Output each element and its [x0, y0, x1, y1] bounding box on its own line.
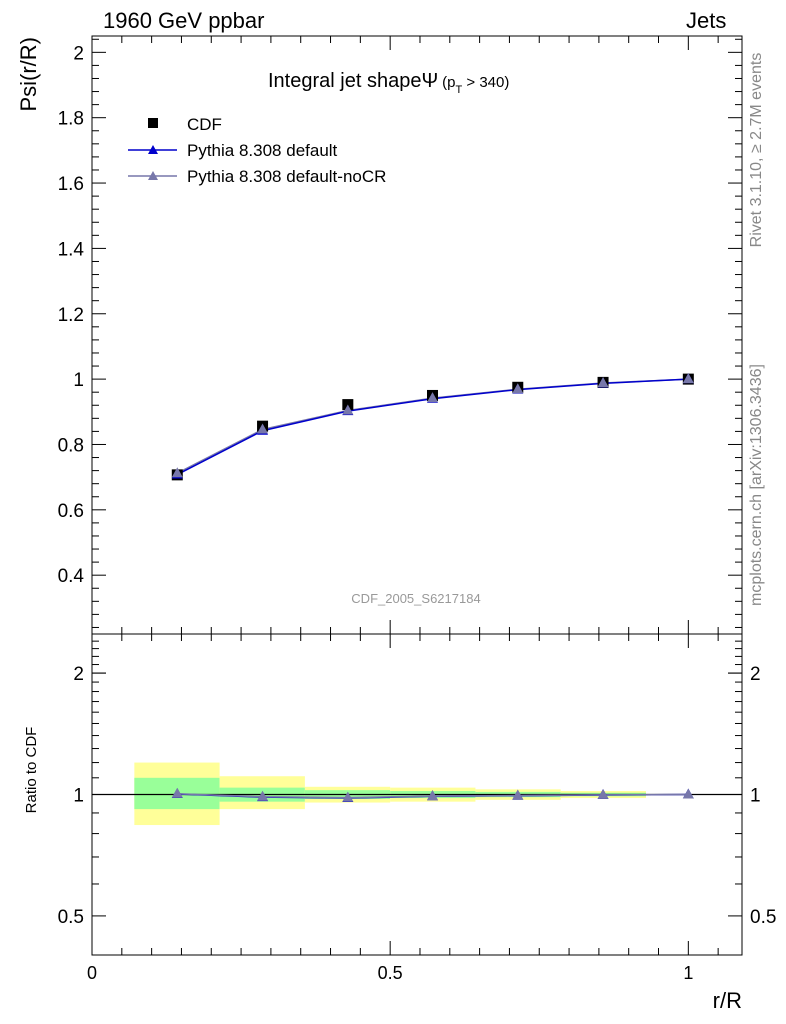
ratio-ytick-label-right: 2: [750, 664, 761, 685]
ratio-point-nocr: [257, 790, 269, 801]
xlabel: r/R: [713, 988, 742, 1013]
ratio-ytick-label: 0.5: [58, 907, 84, 928]
ratio-xtick-label: 0: [87, 963, 97, 983]
ratio-point-nocr: [171, 787, 183, 798]
data-point-nocr: [171, 467, 183, 478]
ratio-ytick-label-right: 1: [750, 786, 761, 807]
data-point-nocr: [682, 373, 694, 384]
title-sub-post: > 340): [462, 74, 509, 91]
main-ytick-label: 1.4: [58, 239, 85, 260]
main-ytick-label: 1.8: [58, 109, 84, 130]
title-main: Integral jet shapeΨ: [268, 70, 438, 92]
data-point-nocr: [427, 392, 439, 403]
ratio-ytick-label: 1: [73, 786, 84, 807]
ratio-point-nocr: [427, 790, 439, 801]
main-ytick-label: 0.6: [58, 501, 84, 522]
title-sub-pre: (p: [442, 74, 455, 91]
ratio-xtick-label: 0.5: [378, 963, 403, 983]
header-right: Jets: [686, 8, 727, 33]
main-ytick-label: 0.8: [58, 435, 84, 456]
ratio-point-nocr: [342, 791, 354, 802]
data-point-nocr: [512, 383, 524, 394]
ratio-point-nocr: [512, 789, 524, 800]
header-left: 1960 GeV ppbar: [103, 8, 265, 33]
legend-marker-default: [148, 145, 158, 154]
legend-label-default: Pythia 8.308 default: [187, 141, 338, 160]
main-ytick-label: 0.4: [58, 566, 85, 587]
ratio-point-nocr: [682, 788, 694, 799]
ratio-xtick-label: 1: [683, 963, 693, 983]
ratio-ylabel: Ratio to CDF: [23, 727, 40, 814]
main-ytick-label: 1.2: [58, 305, 84, 326]
main-ytick-label: 2: [73, 43, 84, 64]
ratio-point-nocr: [597, 788, 609, 799]
legend-label-cdf: CDF: [187, 115, 222, 134]
ratio-plot-marks: 0 0.5 1 0.5 0.5 1 1 2 2: [58, 634, 776, 983]
ratio-ytick-label-right: 0.5: [750, 907, 776, 928]
data-point-nocr: [342, 404, 354, 415]
watermark: CDF_2005_S6217184: [351, 591, 480, 606]
chart-title: Integral jet shapeΨ (pT > 340): [268, 70, 509, 96]
data-point-nocr: [257, 423, 269, 434]
title-sub-sub: T: [456, 84, 463, 96]
legend-marker-nocr: [148, 171, 158, 180]
data-point-nocr: [597, 377, 609, 388]
main-ytick-label: 1: [73, 370, 84, 391]
main-ylabel: Psi(r/R): [16, 37, 41, 112]
main-ytick-label: 1.6: [58, 174, 84, 195]
ratio-ytick-label: 2: [73, 664, 84, 685]
main-plot-marks: 0.4 0.6 0.8 1 1.2 1.4 1.6 1.8 2: [58, 36, 742, 634]
legend-marker-cdf: [148, 118, 158, 128]
legend: CDF Pythia 8.308 default Pythia 8.308 de…: [128, 115, 386, 186]
legend-label-nocr: Pythia 8.308 default-noCR: [187, 167, 386, 186]
